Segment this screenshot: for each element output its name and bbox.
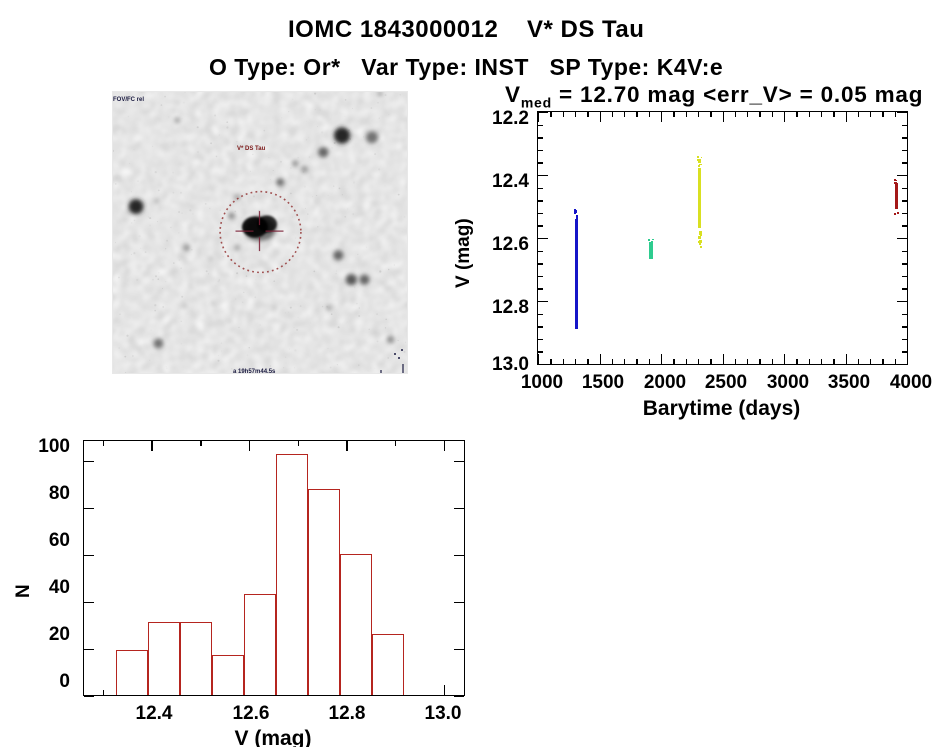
svg-text:V* DS Tau: V* DS Tau: [237, 146, 266, 152]
svg-text:FOV/FC rel: FOV/FC rel: [113, 97, 144, 103]
svg-text:a 19h57m44.5s: a 19h57m44.5s: [233, 369, 276, 373]
